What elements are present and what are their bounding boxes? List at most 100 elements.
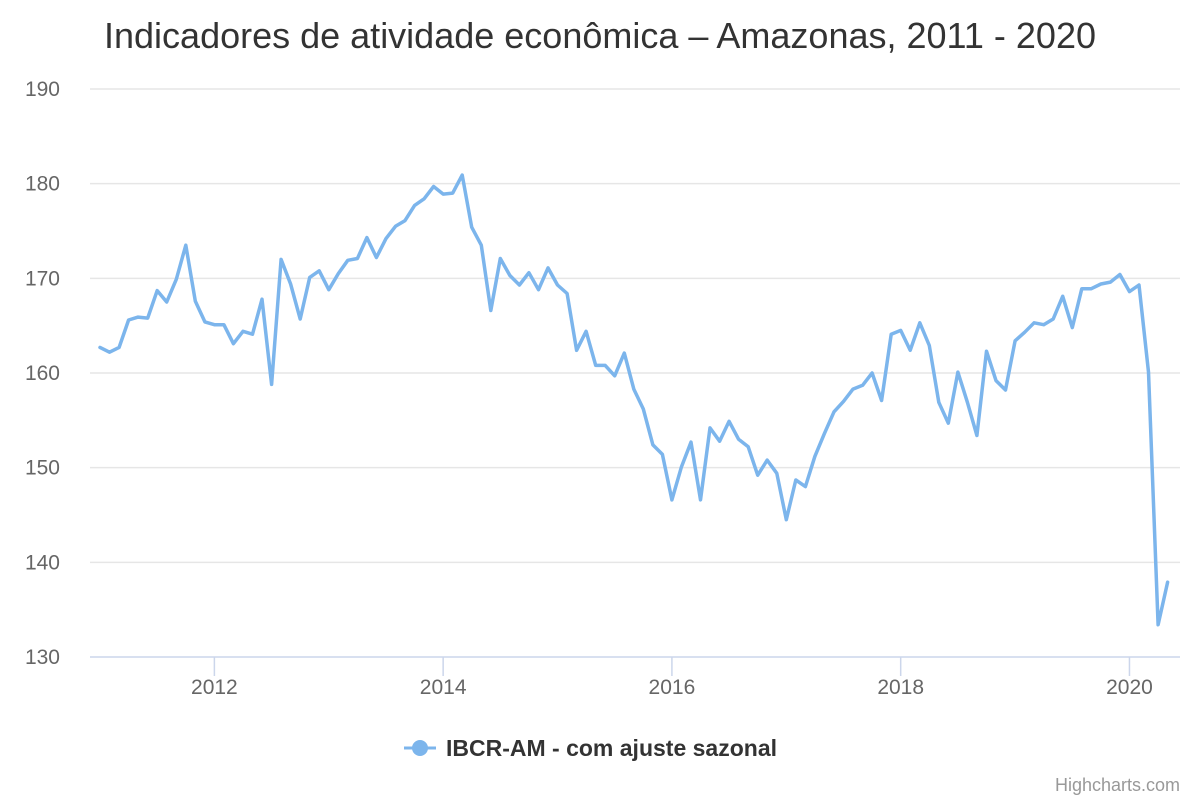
x-axis-ticks: 2012 2014 2016 2018 2020 bbox=[191, 657, 1153, 699]
data-point[interactable] bbox=[161, 296, 173, 308]
data-point[interactable] bbox=[542, 262, 554, 274]
data-point[interactable] bbox=[933, 396, 945, 408]
data-point[interactable] bbox=[494, 253, 506, 265]
data-point[interactable] bbox=[628, 383, 640, 395]
data-point[interactable] bbox=[809, 450, 821, 462]
data-point[interactable] bbox=[695, 494, 707, 506]
series-layer bbox=[98, 169, 1174, 631]
data-point[interactable] bbox=[189, 295, 201, 307]
data-point[interactable] bbox=[656, 448, 668, 460]
series-line[interactable] bbox=[98, 173, 1170, 627]
data-point[interactable] bbox=[1152, 619, 1164, 631]
data-point[interactable] bbox=[580, 325, 592, 337]
data-point[interactable] bbox=[895, 324, 907, 336]
data-point[interactable] bbox=[857, 379, 869, 391]
legend-symbol-marker bbox=[412, 740, 428, 756]
data-point[interactable] bbox=[513, 279, 525, 291]
data-point[interactable] bbox=[618, 347, 630, 359]
data-point[interactable] bbox=[1162, 576, 1174, 588]
data-point[interactable] bbox=[561, 288, 573, 300]
data-point[interactable] bbox=[294, 313, 306, 325]
data-point[interactable] bbox=[742, 441, 754, 453]
data-point[interactable] bbox=[838, 395, 850, 407]
data-point[interactable] bbox=[990, 375, 1002, 387]
data-point[interactable] bbox=[504, 270, 516, 282]
data-point[interactable] bbox=[761, 454, 773, 466]
data-point[interactable] bbox=[380, 233, 392, 245]
data-point[interactable] bbox=[904, 344, 916, 356]
data-point[interactable] bbox=[418, 193, 430, 205]
data-point[interactable] bbox=[952, 366, 964, 378]
data-point[interactable] bbox=[533, 284, 545, 296]
data-point[interactable] bbox=[1009, 335, 1021, 347]
data-point[interactable] bbox=[599, 359, 611, 371]
data-point[interactable] bbox=[771, 467, 783, 479]
data-point[interactable] bbox=[733, 433, 745, 445]
data-point[interactable] bbox=[914, 317, 926, 329]
data-point[interactable] bbox=[180, 239, 192, 251]
data-point[interactable] bbox=[475, 239, 487, 251]
data-point[interactable] bbox=[523, 267, 535, 279]
data-point[interactable] bbox=[752, 469, 764, 481]
data-point[interactable] bbox=[466, 221, 478, 233]
data-point[interactable] bbox=[313, 265, 325, 277]
data-point[interactable] bbox=[1114, 269, 1126, 281]
data-point[interactable] bbox=[399, 215, 411, 227]
data-point[interactable] bbox=[685, 436, 697, 448]
y-tick-label: 140 bbox=[25, 551, 60, 574]
data-point[interactable] bbox=[714, 435, 726, 447]
data-point[interactable] bbox=[971, 430, 983, 442]
data-point[interactable] bbox=[1047, 313, 1059, 325]
data-point[interactable] bbox=[170, 273, 182, 285]
data-point[interactable] bbox=[1066, 322, 1078, 334]
data-point[interactable] bbox=[1143, 366, 1155, 378]
data-point[interactable] bbox=[723, 415, 735, 427]
data-point[interactable] bbox=[1104, 276, 1116, 288]
data-point[interactable] bbox=[323, 284, 335, 296]
data-point[interactable] bbox=[828, 406, 840, 418]
data-point[interactable] bbox=[351, 253, 363, 265]
data-point[interactable] bbox=[942, 417, 954, 429]
data-point[interactable] bbox=[961, 396, 973, 408]
data-point[interactable] bbox=[981, 345, 993, 357]
data-point[interactable] bbox=[227, 338, 239, 350]
data-point[interactable] bbox=[609, 370, 621, 382]
credits-link[interactable]: Highcharts.com bbox=[1055, 775, 1180, 795]
data-point[interactable] bbox=[256, 293, 268, 305]
data-point[interactable] bbox=[151, 285, 163, 297]
y-axis-labels: 130 140 150 160 170 180 190 bbox=[25, 78, 60, 669]
data-point[interactable] bbox=[361, 232, 373, 244]
data-point[interactable] bbox=[571, 344, 583, 356]
data-point[interactable] bbox=[370, 252, 382, 264]
data-point[interactable] bbox=[1019, 326, 1031, 338]
data-point[interactable] bbox=[647, 439, 659, 451]
data-point[interactable] bbox=[266, 378, 278, 390]
data-point[interactable] bbox=[780, 514, 792, 526]
data-point[interactable] bbox=[275, 253, 287, 265]
data-point[interactable] bbox=[1000, 384, 1012, 396]
data-point[interactable] bbox=[428, 181, 440, 193]
data-point[interactable] bbox=[666, 494, 678, 506]
data-point[interactable] bbox=[637, 403, 649, 415]
data-point[interactable] bbox=[113, 341, 125, 353]
data-point[interactable] bbox=[1057, 290, 1069, 302]
data-point[interactable] bbox=[676, 461, 688, 473]
data-point[interactable] bbox=[447, 187, 459, 199]
data-point[interactable] bbox=[218, 319, 230, 331]
data-point[interactable] bbox=[818, 428, 830, 440]
data-point[interactable] bbox=[285, 278, 297, 290]
data-point[interactable] bbox=[456, 169, 468, 181]
data-point[interactable] bbox=[332, 268, 344, 280]
y-tick-label: 190 bbox=[25, 78, 60, 101]
data-point[interactable] bbox=[923, 340, 935, 352]
data-point[interactable] bbox=[1133, 279, 1145, 291]
data-point[interactable] bbox=[247, 328, 259, 340]
data-point[interactable] bbox=[876, 395, 888, 407]
data-point[interactable] bbox=[866, 367, 878, 379]
data-point[interactable] bbox=[485, 305, 497, 317]
data-point[interactable] bbox=[142, 312, 154, 324]
data-point[interactable] bbox=[799, 481, 811, 493]
legend-item[interactable]: IBCR-AM - com ajuste sazonal bbox=[404, 735, 777, 761]
data-point[interactable] bbox=[552, 279, 564, 291]
data-point[interactable] bbox=[704, 422, 716, 434]
